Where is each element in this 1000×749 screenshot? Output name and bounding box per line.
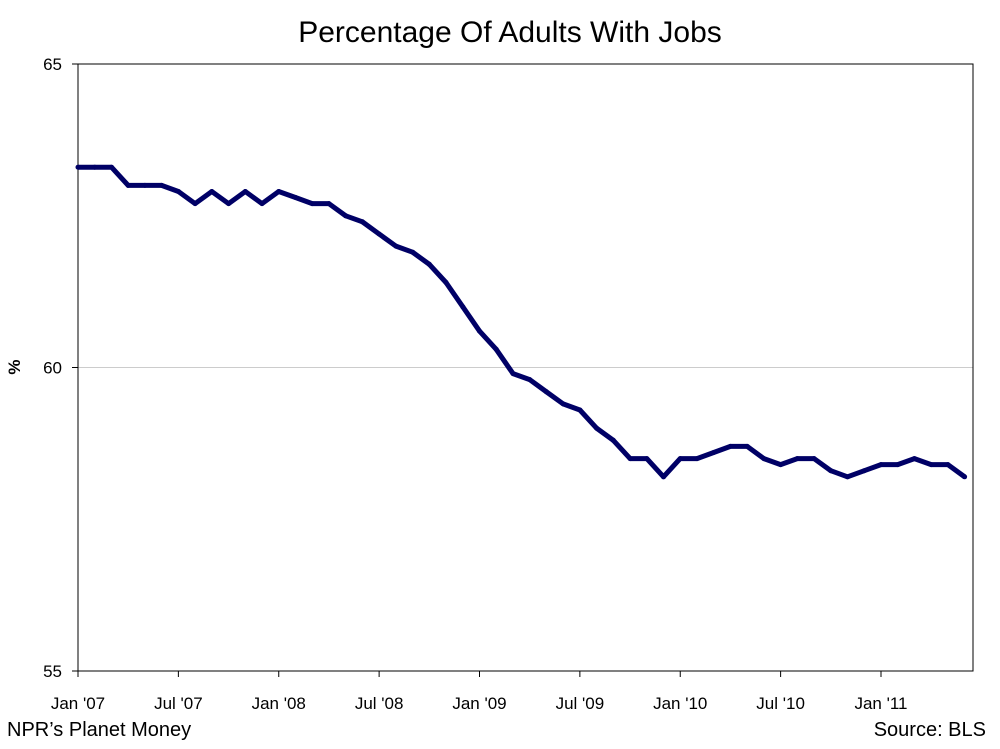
data-point (694, 456, 700, 462)
data-point (309, 201, 315, 207)
data-point (794, 456, 800, 462)
x-tick-label: Jan '10 (653, 694, 707, 713)
chart-title: Percentage Of Adults With Jobs (298, 16, 722, 49)
data-point (192, 201, 198, 207)
data-point (393, 243, 399, 249)
x-tick-label: Jul '10 (756, 694, 805, 713)
data-point (878, 462, 884, 468)
data-point (426, 261, 432, 267)
data-point (744, 443, 750, 449)
data-point (861, 468, 867, 474)
x-tick-label: Jan '09 (452, 694, 506, 713)
data-point (577, 407, 583, 413)
data-point (962, 474, 968, 480)
data-point (761, 456, 767, 462)
y-axis-label: % (5, 359, 24, 374)
x-tick-label: Jan '07 (51, 694, 105, 713)
data-point (326, 201, 332, 207)
data-point (644, 456, 650, 462)
data-point (543, 389, 549, 395)
data-point (175, 189, 181, 194)
data-point (811, 456, 817, 462)
x-tick-label: Jul '07 (154, 694, 203, 713)
data-point (359, 219, 365, 225)
data-point (727, 443, 733, 449)
data-point (159, 182, 165, 188)
x-tick-label: Jan '08 (252, 694, 306, 713)
data-point (627, 456, 633, 462)
data-point (845, 474, 850, 480)
y-tick-label: 60 (43, 359, 62, 378)
data-point (911, 456, 917, 462)
data-point (527, 377, 533, 383)
data-point (109, 164, 114, 170)
data-point (477, 328, 482, 334)
data-point (610, 437, 616, 443)
data-point (928, 462, 934, 468)
data-point (209, 189, 215, 194)
data-point (661, 474, 666, 480)
data-point (226, 201, 232, 207)
series-line (78, 164, 967, 480)
data-point (259, 201, 265, 207)
data-point (343, 213, 349, 219)
source-footer: Source: BLS (873, 719, 986, 741)
data-point (443, 280, 449, 285)
data-point (92, 164, 98, 170)
data-point (895, 462, 901, 468)
data-point (376, 231, 382, 237)
data-point (945, 462, 951, 468)
data-point (410, 249, 416, 255)
data-point (510, 371, 516, 377)
data-point (828, 468, 834, 474)
data-point (677, 456, 683, 462)
data-point (276, 189, 282, 194)
data-point (711, 450, 717, 455)
credit-footer: NPR’s Planet Money (7, 719, 192, 741)
data-point (293, 195, 298, 200)
y-axis: 55 60 65 (43, 55, 78, 681)
x-axis: Jan '07 Jul '07 Jan '08 Jul '08 Jan '09 Jul '… (51, 671, 908, 713)
data-point (560, 401, 566, 407)
data-point (125, 182, 131, 188)
y-tick-label: 55 (43, 662, 62, 681)
x-tick-label: Jan '11 (854, 694, 907, 713)
data-points (75, 164, 968, 480)
x-tick-label: Jul '08 (355, 694, 404, 713)
data-point (493, 346, 499, 352)
data-point (75, 164, 81, 170)
x-tick-label: Jul '09 (556, 694, 605, 713)
data-point (242, 189, 248, 194)
data-point (778, 462, 784, 468)
data-point (142, 182, 148, 188)
y-tick-label: 65 (43, 55, 62, 74)
data-point (460, 304, 466, 310)
data-point (594, 425, 600, 431)
